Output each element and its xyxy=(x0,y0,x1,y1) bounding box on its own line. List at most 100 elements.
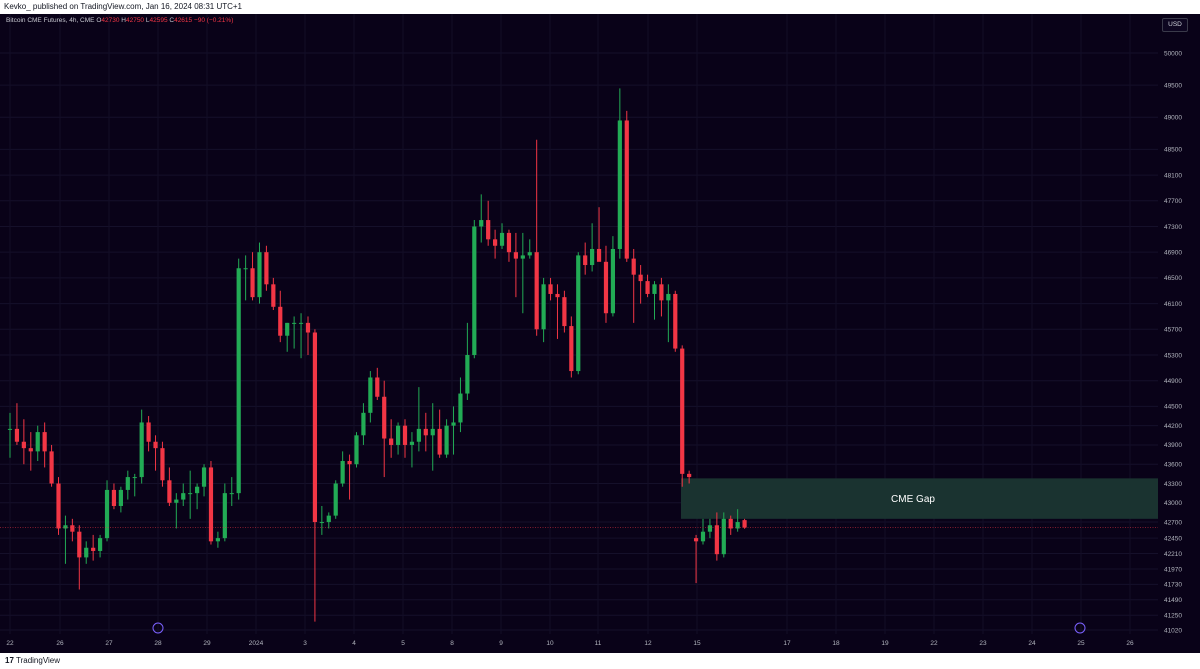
candle xyxy=(700,518,706,545)
candle xyxy=(680,345,685,487)
candle xyxy=(188,470,193,519)
candle-body xyxy=(91,547,96,551)
open-value: 42730 xyxy=(101,17,120,24)
candle xyxy=(576,252,581,375)
price-tick-label: 46100 xyxy=(1164,301,1182,308)
candle-body xyxy=(479,220,484,227)
cme-gap-box xyxy=(681,478,1158,519)
candle xyxy=(562,290,567,333)
candle-body xyxy=(548,284,553,294)
publisher-text: Kevko_ published on TradingView.com, Jan… xyxy=(4,2,243,11)
candle-body xyxy=(97,538,103,551)
candle xyxy=(555,284,560,339)
candle xyxy=(520,232,525,314)
candle-body xyxy=(118,489,123,506)
candle-body xyxy=(347,461,352,465)
price-tick-label: 41970 xyxy=(1164,566,1182,573)
candle-body xyxy=(458,393,463,423)
candle xyxy=(125,470,130,500)
candle-body xyxy=(181,493,186,500)
candle xyxy=(160,441,165,487)
candle xyxy=(236,258,241,500)
candle-body xyxy=(513,252,518,259)
candle xyxy=(652,281,657,320)
candle xyxy=(638,265,643,304)
chart-area[interactable] xyxy=(0,14,1200,653)
candle xyxy=(742,518,747,529)
candle xyxy=(84,541,89,564)
candle xyxy=(285,322,290,352)
candle xyxy=(222,483,227,542)
candle xyxy=(382,380,387,478)
candle xyxy=(347,454,352,500)
candle xyxy=(298,313,304,359)
candle-body xyxy=(409,441,415,445)
candle-body xyxy=(389,438,394,445)
candle-body xyxy=(631,258,636,275)
time-tick-label: 4 xyxy=(352,640,356,647)
candle xyxy=(111,483,117,510)
candle-body xyxy=(610,248,616,314)
price-tick-label: 41250 xyxy=(1164,613,1182,620)
time-tick-label: 17 xyxy=(783,640,791,647)
candle xyxy=(666,284,671,343)
candle xyxy=(63,515,68,564)
price-tick-label: 45700 xyxy=(1164,327,1182,334)
candle-body xyxy=(652,284,657,294)
candle xyxy=(479,194,484,243)
footer-bar: 17 TradingView xyxy=(0,653,1200,669)
time-tick-label: 3 xyxy=(303,640,307,647)
candle-body xyxy=(146,422,151,442)
candle-body xyxy=(312,332,318,523)
candle xyxy=(444,419,449,458)
candle-body xyxy=(63,525,68,529)
currency-button[interactable]: USD xyxy=(1162,18,1188,32)
candle-body xyxy=(354,435,359,465)
candle-body xyxy=(680,348,685,474)
candle-body xyxy=(402,425,408,445)
price-tick-label: 48500 xyxy=(1164,147,1182,154)
candle xyxy=(687,470,692,484)
time-tick-label: 28 xyxy=(154,640,162,647)
candle xyxy=(153,435,158,471)
candlestick-chart[interactable]: CME Gap 4261503:28:32 500004950049000485… xyxy=(0,14,1200,653)
candle xyxy=(735,509,740,532)
candle xyxy=(409,432,415,468)
candle-body xyxy=(673,293,678,349)
candle xyxy=(132,473,137,497)
candle xyxy=(7,412,13,458)
open-label: O xyxy=(96,17,102,24)
session-break-icon xyxy=(1074,622,1086,634)
candle-body xyxy=(243,268,248,270)
candle-body xyxy=(215,538,220,542)
candle-body xyxy=(506,232,512,253)
price-tick-label: 46900 xyxy=(1164,249,1182,256)
time-tick-label: 25 xyxy=(1077,640,1085,647)
candle xyxy=(368,371,373,423)
candle xyxy=(243,255,248,301)
price-tick-label: 44900 xyxy=(1164,378,1182,385)
price-tick-label: 41730 xyxy=(1164,582,1182,589)
price-tick-label: 43900 xyxy=(1164,442,1182,449)
candle xyxy=(257,242,262,304)
candle-body xyxy=(700,531,706,542)
high-value: 42750 xyxy=(125,17,145,24)
candle-body xyxy=(735,522,740,529)
candle xyxy=(354,432,359,468)
candle-body xyxy=(222,493,227,539)
candle-body xyxy=(229,493,234,495)
session-break-icon xyxy=(152,622,164,634)
candle-body xyxy=(486,220,491,240)
symbol-legend: Bitcoin CME Futures, 4h, CME O42730 H427… xyxy=(6,17,233,24)
time-tick-label: 11 xyxy=(595,640,602,647)
candle-body xyxy=(368,377,373,413)
close-value: 42615 xyxy=(174,17,193,24)
candle xyxy=(465,322,470,400)
candle xyxy=(28,432,33,471)
time-tick-label: 5 xyxy=(401,640,405,647)
candle xyxy=(305,316,311,355)
candle xyxy=(527,239,532,259)
candle-body xyxy=(465,354,470,394)
candle-body xyxy=(437,428,442,455)
candle xyxy=(513,232,518,298)
